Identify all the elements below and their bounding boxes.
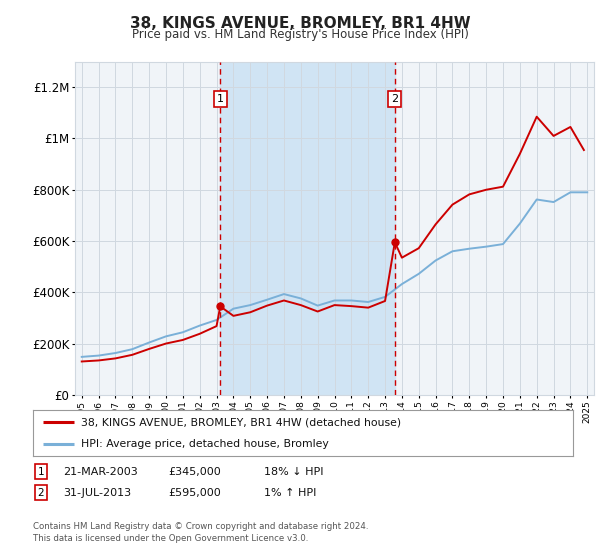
Text: 1: 1 bbox=[37, 466, 44, 477]
Text: 18% ↓ HPI: 18% ↓ HPI bbox=[264, 466, 323, 477]
Text: £595,000: £595,000 bbox=[168, 488, 221, 498]
Text: 38, KINGS AVENUE, BROMLEY, BR1 4HW: 38, KINGS AVENUE, BROMLEY, BR1 4HW bbox=[130, 16, 470, 31]
Bar bbox=[220, 62, 395, 395]
Text: 1: 1 bbox=[217, 94, 224, 104]
Text: 1% ↑ HPI: 1% ↑ HPI bbox=[264, 488, 316, 498]
Text: 21-MAR-2003: 21-MAR-2003 bbox=[63, 466, 138, 477]
Text: Price paid vs. HM Land Registry's House Price Index (HPI): Price paid vs. HM Land Registry's House … bbox=[131, 28, 469, 41]
Text: Contains HM Land Registry data © Crown copyright and database right 2024.
This d: Contains HM Land Registry data © Crown c… bbox=[33, 522, 368, 543]
Text: £345,000: £345,000 bbox=[168, 466, 221, 477]
Text: 2: 2 bbox=[37, 488, 44, 498]
Text: 2: 2 bbox=[391, 94, 398, 104]
Text: 31-JUL-2013: 31-JUL-2013 bbox=[63, 488, 131, 498]
Text: HPI: Average price, detached house, Bromley: HPI: Average price, detached house, Brom… bbox=[80, 439, 328, 449]
Text: 38, KINGS AVENUE, BROMLEY, BR1 4HW (detached house): 38, KINGS AVENUE, BROMLEY, BR1 4HW (deta… bbox=[80, 417, 401, 427]
